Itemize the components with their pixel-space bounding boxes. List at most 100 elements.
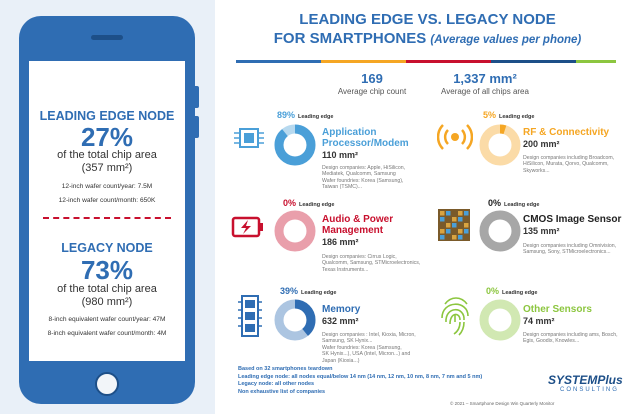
leading-edge-wafer-year: 12-inch wafer count/year: 7.5M xyxy=(61,183,153,190)
area-rf: 200 mm² xyxy=(523,139,560,149)
pct-audio-power: 0% Leading edge xyxy=(283,198,335,208)
sensor-pixel xyxy=(452,229,457,234)
sensor-pixel xyxy=(452,217,457,222)
donut-chart-app-processor xyxy=(274,124,316,166)
category-rf: RF & Connectivity xyxy=(523,127,610,138)
smartphone-illustration: LEADING EDGE NODE 27% of the total chip … xyxy=(19,16,199,404)
leading-edge-area: (357 mm²) xyxy=(81,162,133,174)
desc-memory: Design companies : Intel, Kioxia, Micron… xyxy=(322,332,416,364)
area-audio-power: 186 mm² xyxy=(322,237,359,247)
legacy-node-percent: 73% xyxy=(80,255,134,285)
cpu-chip-icon xyxy=(234,128,264,148)
wireless-signal-icon xyxy=(437,124,473,150)
leading-edge-wafer-month: 12-inch wafer count/month: 650K xyxy=(58,197,156,204)
title-line2: FOR SMARTPHONES xyxy=(273,30,427,47)
donut-leading-edge-arc xyxy=(479,124,521,166)
phone-volume-button xyxy=(195,116,199,138)
sensor-pixel xyxy=(458,211,463,216)
sensor-pixel xyxy=(458,235,463,240)
phone-home-button xyxy=(95,372,119,396)
donut-track xyxy=(479,210,521,252)
divider xyxy=(43,217,171,219)
area-label: Average of all chips area xyxy=(441,87,529,96)
desc-app-processor: Design companies: Apple, HiSilicon, Media… xyxy=(322,165,406,191)
sensor-pixel xyxy=(440,235,445,240)
category-other-sensors: Other Sensors xyxy=(523,304,592,315)
pct-rf: 5% Leading edge xyxy=(483,110,535,120)
sensor-pixel xyxy=(452,211,457,216)
sensor-pixel xyxy=(446,229,451,234)
category-app-processor: Application Processor/Modem xyxy=(322,127,409,149)
phone-screen: LEADING EDGE NODE 27% of the total chip … xyxy=(29,61,185,361)
sensor-pixel xyxy=(440,211,445,216)
pct-memory: 39% Leading edge xyxy=(280,286,337,296)
color-bar-red xyxy=(406,60,491,63)
sensor-pixel xyxy=(458,229,463,234)
color-bar-orange xyxy=(321,60,406,63)
desc-cmos: Design companies including Omnivision, Sa… xyxy=(523,243,617,256)
donut-chart-other-sensors xyxy=(479,299,521,341)
sensor-pixel xyxy=(458,217,463,222)
area-value: 1,337 mm² xyxy=(453,71,517,86)
sensor-pixel xyxy=(446,223,451,228)
legacy-wafer-year: 8-inch equivalent wafer count/year: 47M xyxy=(48,316,166,323)
sensor-pixel xyxy=(458,223,463,228)
leading-edge-title: LEADING EDGE NODE xyxy=(39,109,175,123)
sensor-pixel xyxy=(446,235,451,240)
pct-other-sensors: 0% Leading edge xyxy=(486,286,538,296)
color-bar-blue xyxy=(236,60,321,63)
sensor-pixel xyxy=(464,229,469,234)
category-cmos: CMOS Image Sensor xyxy=(523,214,622,225)
desc-other-sensors: Design companies including ams, Bosch, Eg… xyxy=(523,332,618,345)
sensor-pixel xyxy=(464,223,469,228)
title-line1: LEADING EDGE VS. LEGACY NODE xyxy=(299,11,556,28)
sensor-pixel xyxy=(464,217,469,222)
donut-leading-edge-arc xyxy=(274,124,316,166)
legacy-node-title: LEGACY NODE xyxy=(61,241,153,255)
page-title: LEADING EDGE VS. LEGACY NODE FOR SMARTPH… xyxy=(215,10,640,50)
leading-edge-line1: of the total chip area xyxy=(57,149,157,161)
sensor-pixel xyxy=(446,211,451,216)
battery-charging-icon xyxy=(231,216,263,238)
legacy-node-line1: of the total chip area xyxy=(57,283,157,295)
phone-volume-button xyxy=(195,86,199,108)
pct-app-processor: 89% Leading edge xyxy=(277,110,334,120)
donut-track xyxy=(274,210,316,252)
pct-cmos: 0% Leading edge xyxy=(488,198,540,208)
sensor-pixel xyxy=(464,235,469,240)
donut-chart-audio-power xyxy=(274,210,316,252)
desc-rf: Design companies including Broadcom, HiSi… xyxy=(523,155,615,174)
memory-module-icon xyxy=(238,295,262,337)
area-cmos: 135 mm² xyxy=(523,226,560,236)
legacy-node-area: (980 mm²) xyxy=(81,296,133,308)
chip-count-label: Average chip count xyxy=(337,87,407,96)
sensor-pixel xyxy=(440,217,445,222)
systemplus-logo: SYSTEMPlus CONSULTING xyxy=(548,373,623,393)
donut-chart-memory xyxy=(274,299,316,341)
chip-count-value: 169 xyxy=(361,71,383,86)
footnotes: Based on 32 smartphones teardown Leading … xyxy=(238,366,483,395)
title-subtitle: (Average values per phone) xyxy=(430,34,582,46)
donut-chart-cmos xyxy=(479,210,521,252)
sensor-pixel xyxy=(452,235,457,240)
sensor-pixel xyxy=(440,223,445,228)
fingerprint-icon xyxy=(441,297,469,336)
donut-leading-edge-arc xyxy=(274,299,316,341)
donut-chart-rf xyxy=(479,124,521,166)
sensor-pixel xyxy=(464,211,469,216)
image-sensor-grid-icon xyxy=(438,209,470,241)
copyright: © 2021 – Smartphone Design Win Quarterly… xyxy=(450,401,555,406)
donut-track xyxy=(479,299,521,341)
color-bar-green xyxy=(576,60,616,63)
phone-speaker xyxy=(91,35,123,40)
sensor-pixel xyxy=(452,223,457,228)
sensor-pixel xyxy=(440,229,445,234)
donut-track xyxy=(479,124,521,166)
sensor-pixel xyxy=(446,217,451,222)
area-app-processor: 110 mm² xyxy=(322,150,359,160)
legacy-wafer-month: 8-inch equivalent wafer count/month: 4M xyxy=(47,330,167,337)
area-memory: 632 mm² xyxy=(322,316,359,326)
leading-edge-percent: 27% xyxy=(80,122,134,152)
area-other-sensors: 74 mm² xyxy=(523,316,555,326)
category-audio-power: Audio & Power Management xyxy=(322,214,394,236)
